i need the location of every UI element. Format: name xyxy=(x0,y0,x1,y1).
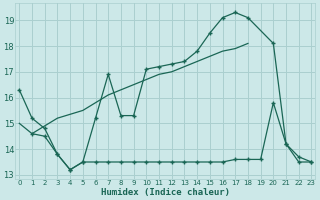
X-axis label: Humidex (Indice chaleur): Humidex (Indice chaleur) xyxy=(101,188,230,197)
